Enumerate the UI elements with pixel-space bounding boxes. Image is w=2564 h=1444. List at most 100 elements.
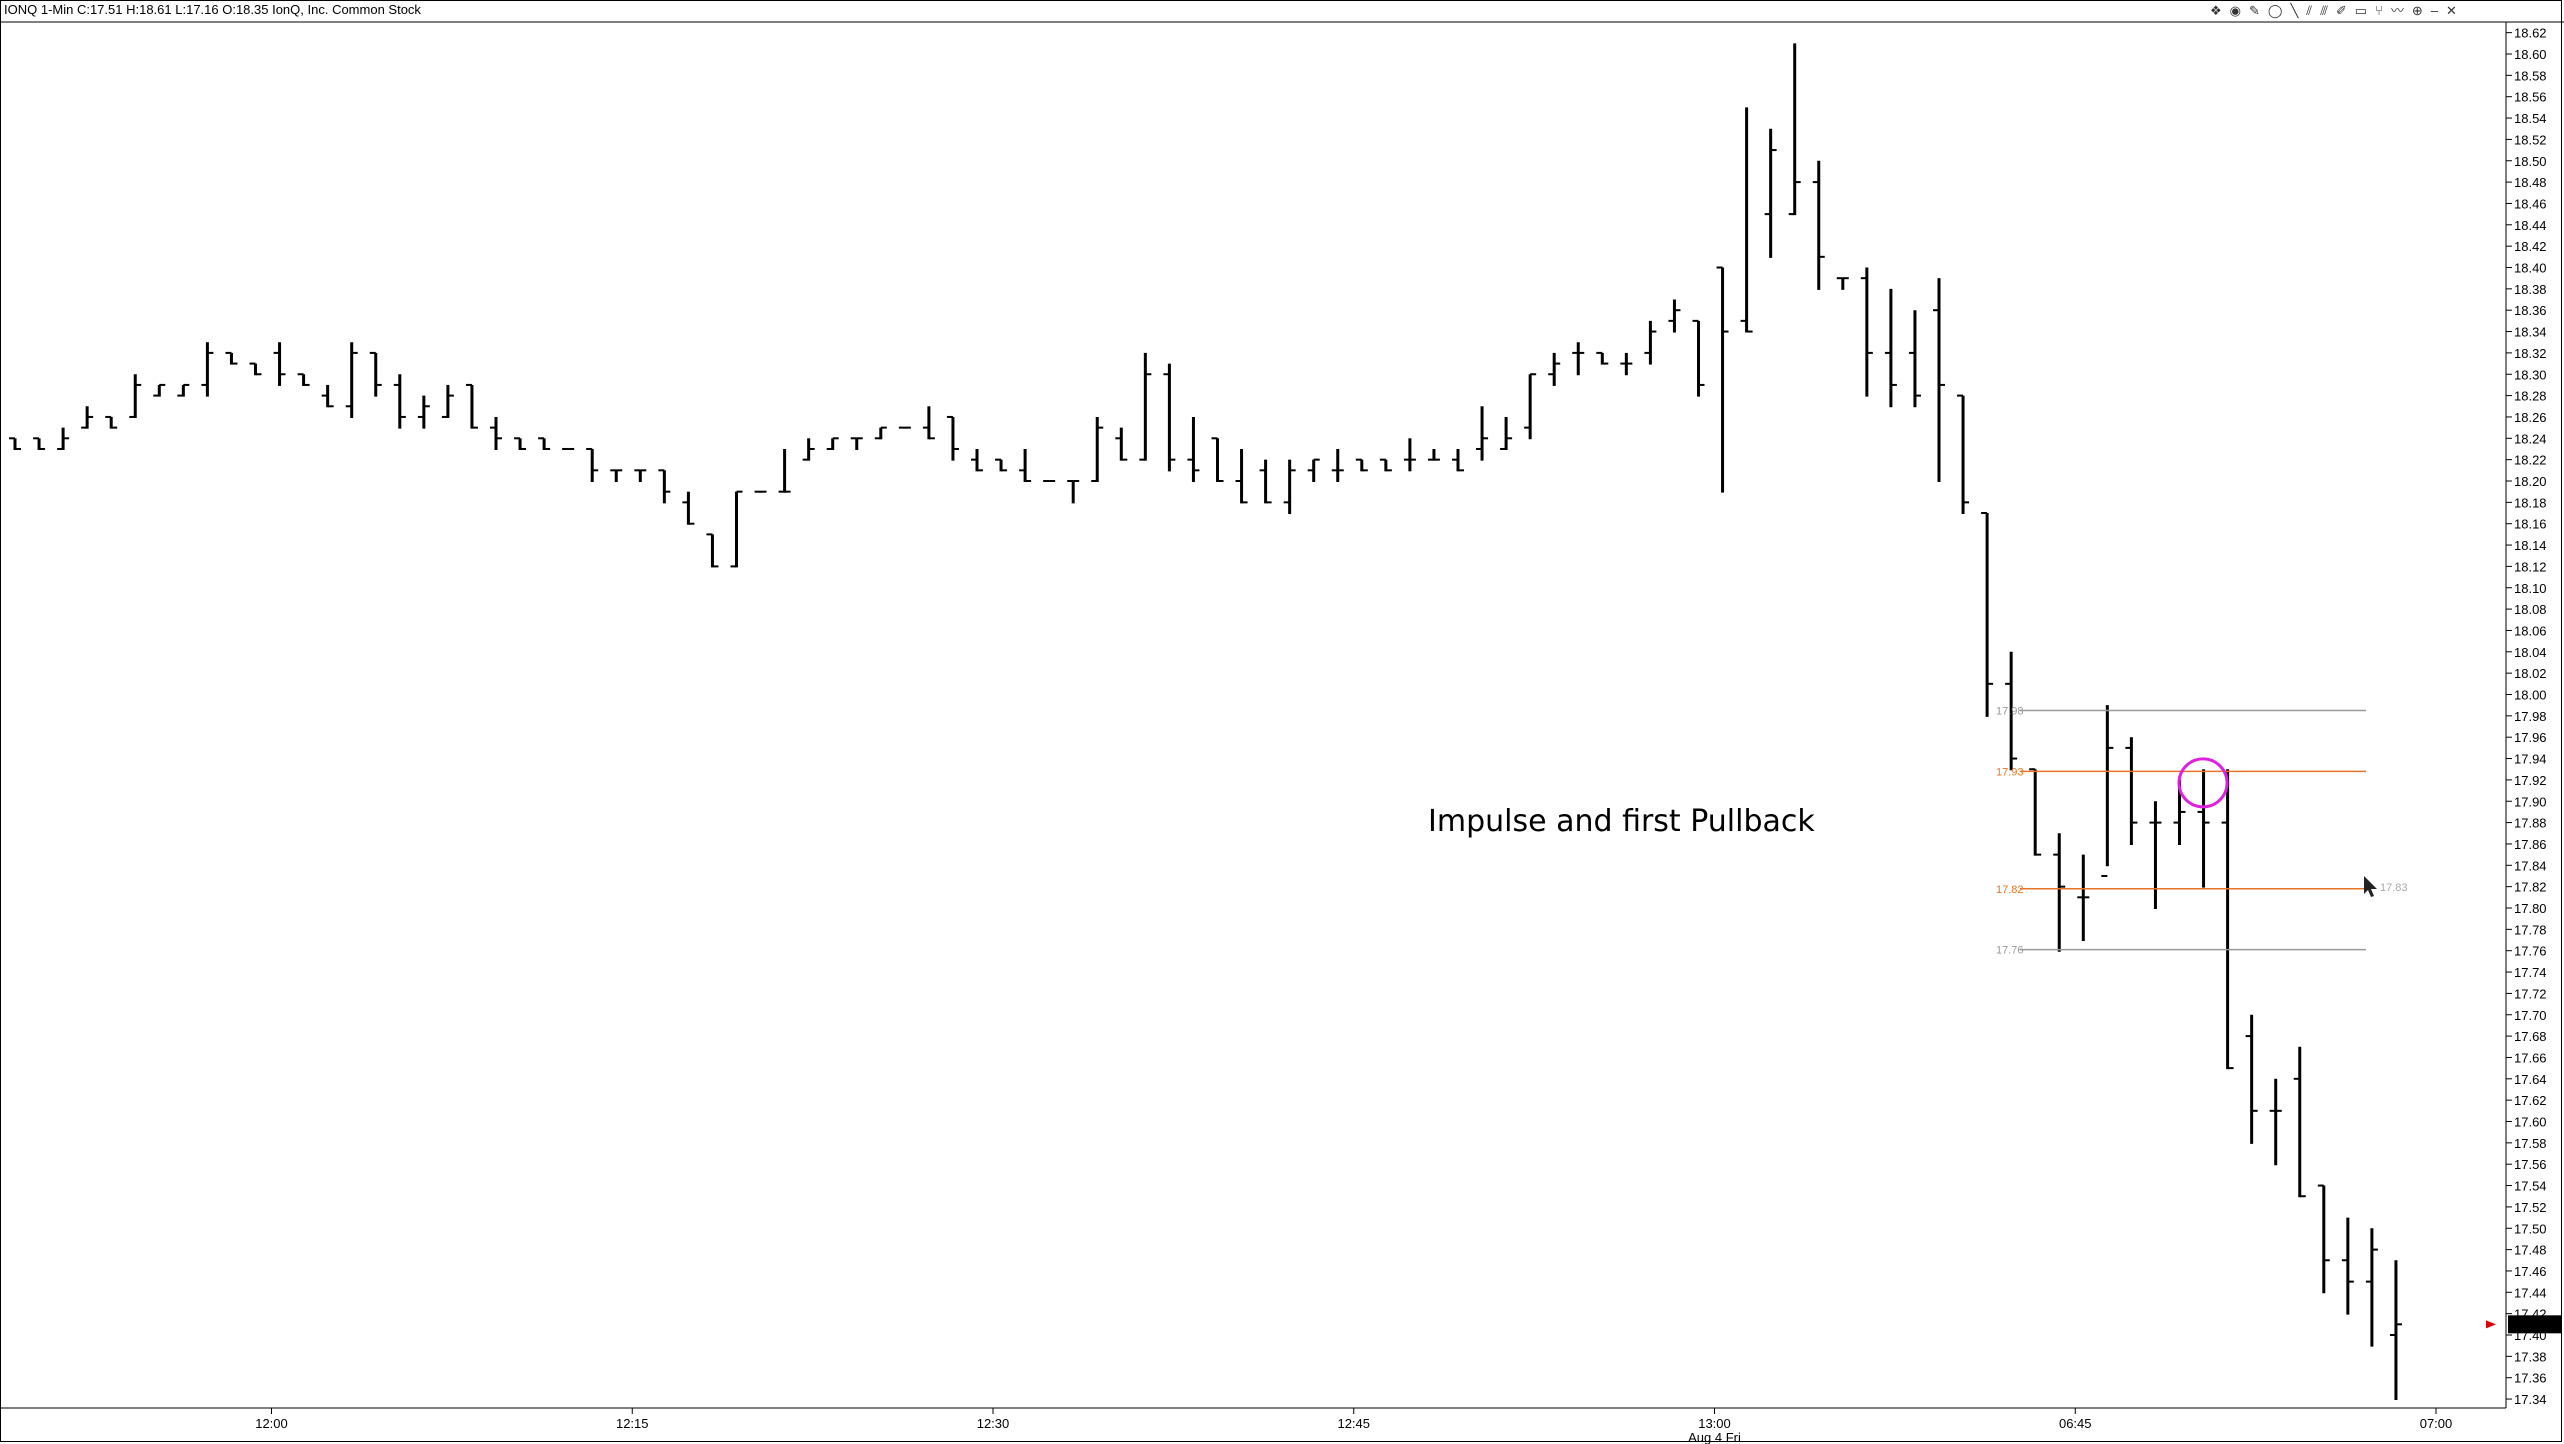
- ohlc-bar: [874, 426, 887, 440]
- ohlc-bar: [1620, 352, 1633, 376]
- ohlc-bar: [1259, 459, 1272, 504]
- price-tick-label: 18.12: [2514, 559, 2547, 574]
- price-tick-label: 17.90: [2514, 794, 2547, 809]
- cursor-price-readout: 17.83: [2380, 882, 2408, 894]
- price-tick-label: 17.94: [2514, 752, 2547, 767]
- ohlc-bar: [995, 458, 1008, 472]
- ohlc-bar: [1211, 437, 1224, 482]
- price-tick-label: 17.50: [2514, 1221, 2547, 1236]
- price-tick-label: 18.08: [2514, 602, 2547, 617]
- price-tick-label: 17.92: [2514, 773, 2547, 788]
- ohlc-bar: [1043, 480, 1056, 482]
- ohlc-bar: [1355, 458, 1368, 472]
- price-tick-label: 18.32: [2514, 346, 2547, 361]
- price-tick-label: 17.74: [2514, 965, 2547, 980]
- price-tick-label: 18.16: [2514, 517, 2547, 532]
- ohlc-bar: [2053, 833, 2066, 952]
- ohlc-bar: [586, 447, 599, 482]
- price-tick-label: 17.80: [2514, 901, 2547, 916]
- ohlc-bar: [1019, 448, 1032, 482]
- price-tick-label: 17.98: [2514, 709, 2547, 724]
- time-tick-label: 13:00: [1698, 1416, 1731, 1431]
- price-tick-label: 17.38: [2514, 1349, 2547, 1364]
- price-tick-label: 17.44: [2514, 1285, 2547, 1300]
- price-tick-label: 18.06: [2514, 623, 2547, 638]
- ohlc-bar: [1067, 480, 1080, 504]
- ohlc-bar: [1403, 438, 1416, 472]
- price-tick-label: 17.70: [2514, 1008, 2547, 1023]
- ohlc-bar: [1716, 266, 1729, 493]
- ohlc-bar: [802, 438, 815, 461]
- price-tick-label: 18.18: [2514, 495, 2547, 510]
- ohlc-bar: [345, 342, 358, 418]
- last-price-box: [2508, 1315, 2562, 1334]
- zigzag-icon[interactable]: 〰: [2390, 3, 2404, 18]
- price-tick-label: 17.68: [2514, 1029, 2547, 1044]
- ohlc-bar: [754, 490, 767, 493]
- ohlc-bar: [2365, 1228, 2378, 1347]
- price-tick-label: 17.66: [2514, 1050, 2547, 1065]
- minus-icon[interactable]: –: [2430, 3, 2439, 18]
- price-tick-label: 18.22: [2514, 453, 2547, 468]
- ohlc-bar: [2269, 1078, 2282, 1166]
- highlight-circle: [2177, 757, 2229, 809]
- ohlc-bar: [297, 373, 310, 386]
- ohlc-bar: [201, 342, 214, 397]
- ohlc-bar: [2221, 769, 2234, 1070]
- puzzle-icon[interactable]: ❖: [2210, 3, 2222, 18]
- ohlc-bar: [177, 383, 190, 397]
- price-tick-label: 18.44: [2514, 218, 2547, 233]
- annotation-text: Impulse and first Pullback: [1428, 804, 1815, 839]
- mouse-cursor-icon: [2364, 876, 2377, 897]
- ohlc-bar: [1500, 416, 1513, 450]
- ohlc-bar: [922, 406, 935, 440]
- ohlc-bar: [634, 469, 647, 482]
- ohlc-bar: [1764, 128, 1777, 258]
- price-tick-label: 18.04: [2514, 645, 2547, 660]
- channel-icon[interactable]: ⫽: [2306, 3, 2313, 18]
- ohlc-bar: [2245, 1014, 2258, 1144]
- ohlc-bar: [1933, 278, 1945, 482]
- ohlc-bar: [971, 448, 983, 472]
- fib-icon[interactable]: ⫻: [2320, 3, 2328, 18]
- pencil-icon[interactable]: ✎: [2249, 3, 2260, 18]
- ohlc-bar: [1524, 373, 1537, 440]
- ohlc-bar: [1283, 459, 1296, 515]
- price-tick-label: 17.96: [2514, 730, 2547, 745]
- ohlc-bar: [225, 351, 238, 365]
- ohlc-bar: [2005, 651, 2018, 771]
- ohlc-bar: [2029, 768, 2042, 856]
- fib-level-label: 17.98: [1996, 706, 2024, 718]
- rectangle-icon[interactable]: ▭: [2354, 3, 2368, 18]
- globe-icon[interactable]: ◉: [2229, 3, 2241, 18]
- brush-icon[interactable]: ✐: [2335, 3, 2347, 18]
- time-tick-label: 12:45: [1337, 1416, 1370, 1431]
- ohlc-bar: [1884, 288, 1897, 408]
- ohlc-bar: [1668, 299, 1681, 333]
- ohlc-bar: [1957, 394, 1970, 515]
- fib-level-label: 17.82: [1996, 884, 2024, 896]
- ohlc-bar: [610, 469, 623, 482]
- price-tick-label: 18.52: [2514, 132, 2547, 147]
- price-tick-label: 17.86: [2514, 837, 2547, 852]
- time-tick-label: 12:30: [977, 1416, 1010, 1431]
- price-tick-label: 18.60: [2514, 47, 2547, 62]
- line-icon[interactable]: ╲: [2290, 3, 2299, 18]
- circle-icon[interactable]: ◯: [2267, 3, 2283, 18]
- ohlc-bar: [1452, 448, 1464, 472]
- ohlc-bar: [826, 437, 839, 450]
- pitchfork-icon[interactable]: ⑂: [2375, 3, 2383, 18]
- ohlc-bar: [2125, 737, 2138, 845]
- price-tick-label: 17.36: [2514, 1371, 2547, 1386]
- shapes-icon[interactable]: ⊕: [2411, 3, 2423, 18]
- price-tick-label: 18.46: [2514, 196, 2547, 211]
- close-icon[interactable]: ✕: [2446, 3, 2457, 18]
- ohlc-bar: [369, 351, 382, 397]
- ohlc-bar: [2101, 705, 2114, 877]
- time-tick-label: 12:15: [616, 1416, 649, 1431]
- price-tick-label: 17.46: [2514, 1264, 2547, 1279]
- ohlc-bar: [1307, 458, 1320, 482]
- ohlc-bar: [1235, 448, 1248, 504]
- ohlc-bar: [1331, 448, 1344, 482]
